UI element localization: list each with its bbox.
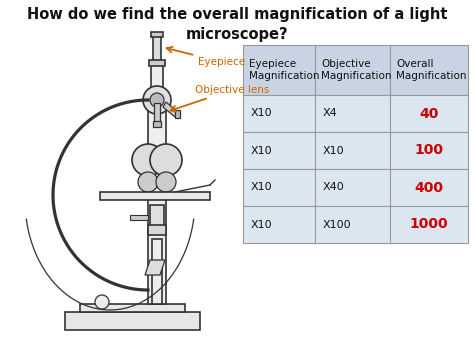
Bar: [100, 192, 210, 200]
Text: Eyepiece
Magnification: Eyepiece Magnification: [249, 59, 319, 81]
Bar: [243, 45, 315, 95]
Text: X10: X10: [251, 109, 273, 119]
Polygon shape: [163, 102, 178, 117]
Bar: [153, 35, 161, 63]
Text: Overall
Magnification: Overall Magnification: [396, 59, 466, 81]
Text: X10: X10: [251, 219, 273, 229]
Text: 40: 40: [419, 106, 439, 120]
Circle shape: [138, 172, 158, 192]
Bar: [65, 312, 200, 330]
Text: X10: X10: [251, 182, 273, 192]
Bar: [148, 109, 166, 304]
Text: X4: X4: [323, 109, 338, 119]
Text: 1000: 1000: [410, 218, 448, 231]
Bar: [390, 45, 468, 95]
Text: X10: X10: [323, 146, 345, 155]
Circle shape: [150, 93, 164, 107]
Circle shape: [150, 144, 182, 176]
Polygon shape: [145, 260, 165, 275]
Bar: [315, 45, 390, 95]
Bar: [130, 215, 148, 220]
Bar: [175, 110, 180, 118]
Text: X100: X100: [323, 219, 352, 229]
Circle shape: [95, 295, 109, 309]
Text: How do we find the overall magnification of a light
microscope?: How do we find the overall magnification…: [27, 7, 447, 42]
Circle shape: [132, 144, 164, 176]
Bar: [150, 205, 164, 227]
Bar: [315, 132, 390, 169]
Bar: [243, 169, 315, 206]
Bar: [390, 206, 468, 243]
Bar: [243, 206, 315, 243]
Bar: [149, 60, 165, 66]
Bar: [243, 132, 315, 169]
Text: 100: 100: [414, 143, 444, 158]
Bar: [153, 121, 161, 127]
Text: Objective
Magnification: Objective Magnification: [321, 59, 392, 81]
Text: Objective lens: Objective lens: [171, 85, 269, 111]
Text: Eyepiece: Eyepiece: [167, 47, 245, 67]
Bar: [151, 63, 163, 93]
Bar: [315, 169, 390, 206]
Bar: [154, 103, 160, 123]
Bar: [390, 169, 468, 206]
Circle shape: [156, 172, 176, 192]
Bar: [315, 206, 390, 243]
Bar: [315, 95, 390, 132]
Bar: [148, 225, 166, 235]
Bar: [152, 239, 162, 304]
Circle shape: [143, 86, 171, 114]
Text: 400: 400: [414, 180, 444, 195]
Bar: [80, 304, 185, 312]
Bar: [148, 93, 166, 107]
Bar: [390, 95, 468, 132]
Bar: [151, 32, 163, 37]
Text: X10: X10: [251, 146, 273, 155]
Text: X40: X40: [323, 182, 345, 192]
Bar: [243, 95, 315, 132]
Bar: [390, 132, 468, 169]
